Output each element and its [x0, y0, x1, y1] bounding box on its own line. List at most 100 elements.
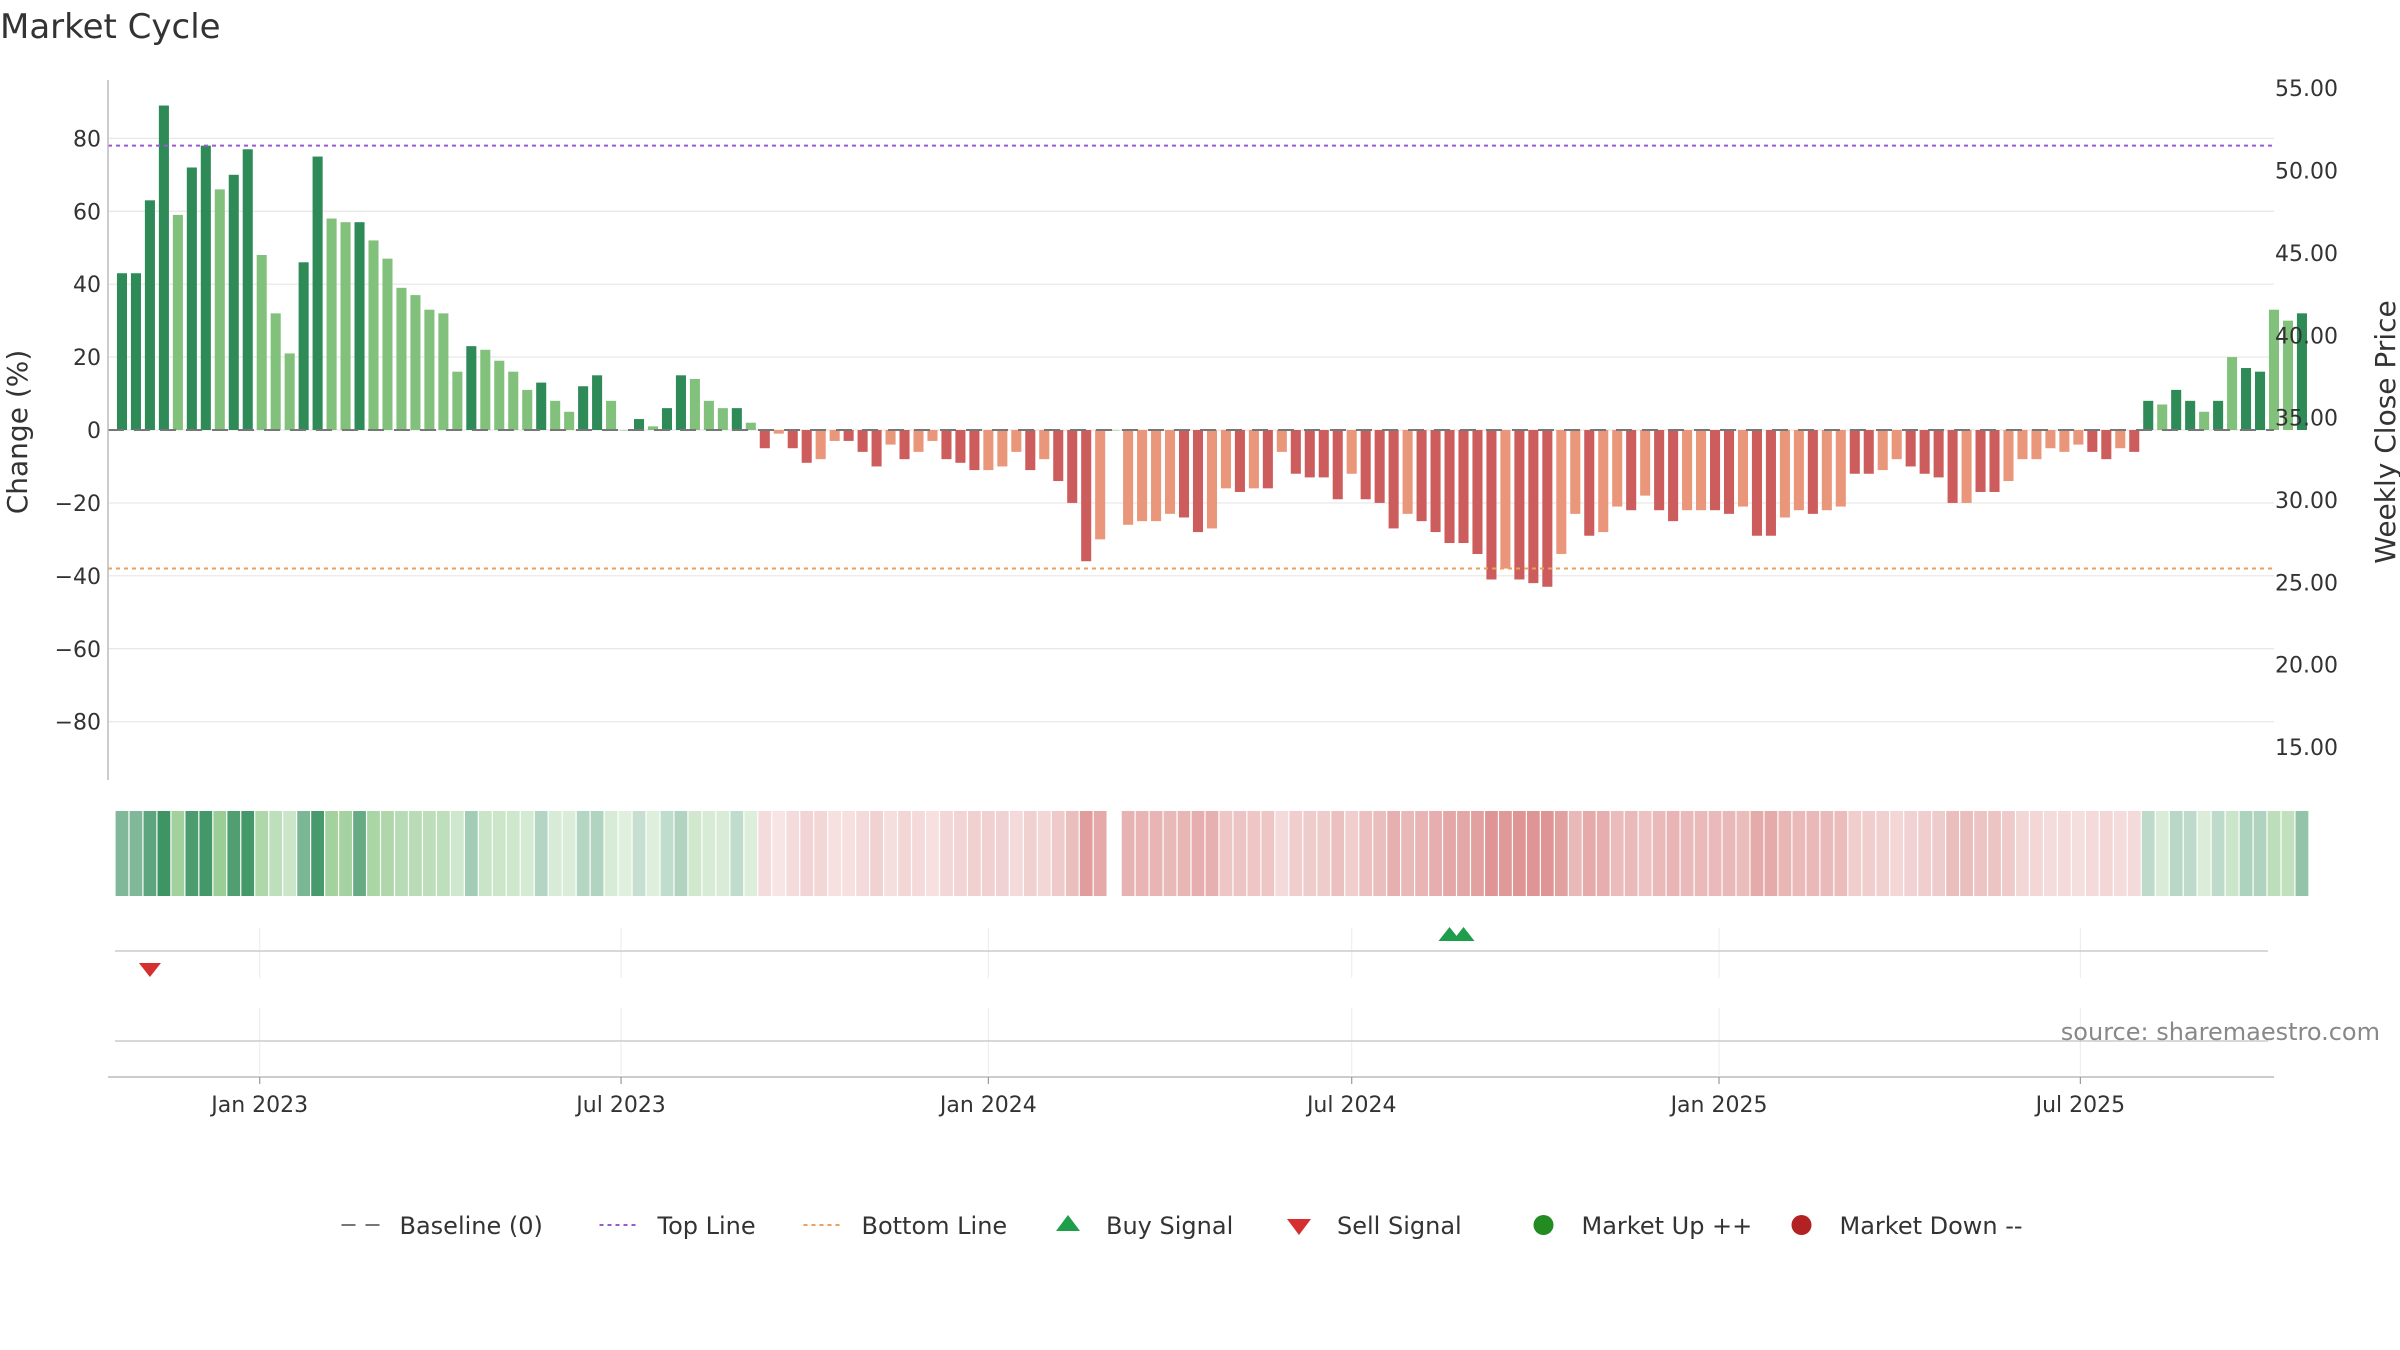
heat-cell — [1149, 811, 1163, 896]
heat-cell — [940, 811, 953, 896]
bar — [1751, 430, 1762, 536]
heat-cell — [213, 811, 227, 896]
heat-cell — [171, 811, 185, 896]
bar — [787, 430, 798, 449]
bar — [396, 287, 407, 430]
bar — [536, 382, 547, 430]
y-tick-left: −60 — [55, 638, 101, 663]
bar — [1402, 430, 1413, 514]
bar — [941, 430, 952, 460]
bar — [1975, 430, 1986, 492]
bar — [1514, 430, 1525, 580]
bar — [466, 346, 477, 430]
heat-cell — [1457, 811, 1470, 896]
heat-cell — [1037, 811, 1051, 896]
heat-cell — [1023, 811, 1037, 896]
heat-cell — [1373, 811, 1387, 896]
bar — [1723, 430, 1735, 514]
bar — [242, 149, 253, 431]
bar — [1039, 430, 1050, 460]
heat-cell — [115, 811, 129, 896]
heat-cell — [1401, 811, 1414, 896]
heat-cell — [981, 811, 995, 896]
heat-cell — [297, 811, 311, 896]
heat-cell — [1848, 811, 1862, 896]
heat-cell — [353, 811, 366, 896]
x-tick-label: Jul 2025 — [2034, 1093, 2126, 1118]
bar — [1067, 430, 1078, 503]
heat-cell — [2099, 811, 2113, 896]
heat-cell — [1065, 811, 1079, 896]
heat-cell — [730, 811, 744, 896]
bar — [759, 430, 770, 449]
heat-cell — [1499, 811, 1512, 896]
heat-cell — [1666, 811, 1680, 896]
heat-cell — [367, 811, 380, 896]
heat-cell — [2113, 811, 2127, 896]
bar — [983, 430, 994, 471]
y-tick-left: −80 — [55, 711, 101, 736]
heat-cell — [1960, 811, 1973, 896]
bar — [1961, 430, 1972, 503]
heat-cell — [1750, 811, 1764, 896]
heat-cell — [2058, 811, 2071, 896]
sell-signal — [138, 963, 161, 977]
legend-label: Top Line — [657, 1212, 756, 1240]
legend-item-top: Top Line — [599, 1212, 756, 1240]
heat-cell — [772, 811, 786, 896]
heat-cell — [2085, 811, 2099, 896]
bar — [1640, 430, 1651, 496]
bar — [703, 400, 714, 430]
bar — [1779, 430, 1790, 518]
heat-cell — [1303, 811, 1317, 896]
x-tick-label: Jan 2025 — [1669, 1093, 1768, 1118]
bar — [382, 258, 393, 430]
bar — [1793, 430, 1804, 511]
bar — [1458, 430, 1469, 544]
heat-cell — [1107, 811, 1121, 896]
bar — [1332, 430, 1343, 500]
heat-cell — [1932, 811, 1946, 896]
heat-cell — [436, 811, 450, 896]
heat-cell — [660, 811, 674, 896]
heat-cell — [1806, 811, 1820, 896]
bar — [1109, 430, 1120, 431]
heat-cell — [968, 811, 981, 896]
bar — [1290, 430, 1301, 474]
buy-signal — [1452, 927, 1475, 941]
heat-cell — [2141, 811, 2155, 896]
bar — [2254, 371, 2266, 430]
bar — [1947, 430, 1958, 503]
bar — [592, 375, 603, 430]
heat-cell — [199, 811, 213, 896]
bar — [1556, 430, 1567, 554]
heat-cell — [1946, 811, 1959, 896]
bar — [1472, 430, 1483, 554]
bar — [298, 262, 309, 430]
bar — [1137, 430, 1148, 522]
legend-swatch-sell — [1287, 1219, 1311, 1235]
x-tick-label: Jul 2024 — [1305, 1093, 1397, 1118]
heat-cell — [576, 811, 590, 896]
bar — [1598, 430, 1609, 533]
bar — [857, 430, 868, 452]
bar — [1933, 430, 1944, 478]
bar — [1374, 430, 1385, 503]
bar — [885, 430, 896, 445]
bar — [270, 313, 281, 430]
bar — [647, 426, 659, 430]
bar — [717, 408, 728, 430]
heat-cell — [2127, 811, 2141, 896]
bar — [843, 430, 854, 441]
y-tick-left: −40 — [55, 565, 101, 590]
heat-cell — [423, 811, 436, 896]
y-axis-title-left: Change (%) — [1, 350, 34, 515]
heat-cell — [129, 811, 143, 896]
legend-item-down: Market Down -- — [1791, 1212, 2023, 1240]
heat-cell — [1121, 811, 1135, 896]
heat-cell — [926, 811, 939, 896]
bar — [1248, 430, 1259, 489]
bar — [2045, 430, 2056, 449]
bar — [1318, 430, 1329, 478]
bar — [480, 349, 491, 430]
